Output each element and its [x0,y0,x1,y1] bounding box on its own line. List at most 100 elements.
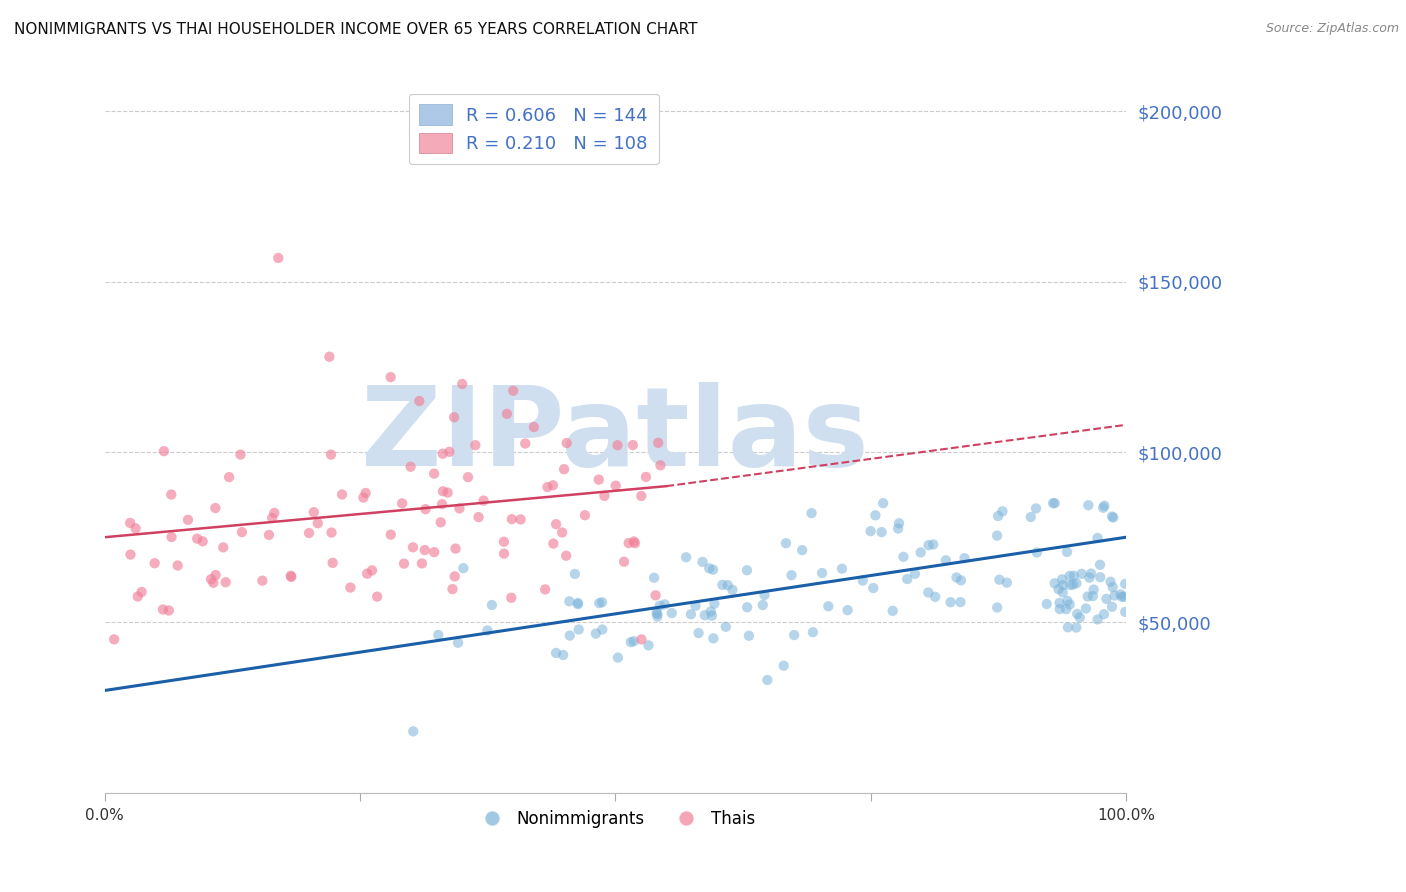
Point [391,496,413,510]
Point [987,509,1010,524]
Point [870,525,893,540]
Point [361,563,384,577]
Point [735,563,758,577]
Point [472,493,495,508]
Point [702,632,724,646]
Point [555,436,578,450]
Point [551,525,574,540]
Point [711,578,734,592]
Point [564,566,586,581]
Point [630,489,652,503]
Point [558,594,581,608]
Point [231,525,253,540]
Point [852,574,875,588]
Point [214,575,236,590]
Point [1019,510,1042,524]
Point [402,541,425,555]
Point [865,508,887,523]
Point [623,534,645,549]
Point [423,467,446,481]
Point [1056,545,1078,559]
Point [429,516,451,530]
Point [492,547,515,561]
Point [700,605,723,619]
Point [427,628,450,642]
Point [186,532,208,546]
Point [1052,585,1074,599]
Point [160,530,183,544]
Point [453,561,475,575]
Point [515,436,537,450]
Point [298,526,321,541]
Point [229,448,252,462]
Point [697,561,720,575]
Point [817,599,839,614]
Point [443,569,465,583]
Point [204,568,226,582]
Point [1057,620,1080,634]
Point [1077,498,1099,512]
Point [949,595,972,609]
Point [685,599,707,613]
Point [591,623,613,637]
Point [775,536,797,550]
Point [1066,607,1088,621]
Point [953,551,976,566]
Point [585,626,607,640]
Point [267,251,290,265]
Point [1101,599,1123,614]
Point [124,521,146,535]
Point [780,568,803,582]
Point [1054,602,1077,616]
Point [477,624,499,638]
Point [1111,590,1133,604]
Point [354,486,377,500]
Point [1069,610,1091,624]
Point [1059,569,1081,583]
Point [280,570,302,584]
Point [1035,597,1057,611]
Point [553,462,575,476]
Point [1102,510,1125,524]
Point [714,620,737,634]
Point [402,724,425,739]
Point [1052,578,1074,592]
Point [1059,598,1081,612]
Point [645,606,668,620]
Point [439,445,461,459]
Point [544,646,567,660]
Point [157,603,180,617]
Point [1109,587,1132,601]
Point [252,574,274,588]
Point [1066,620,1088,634]
Point [143,556,166,570]
Point [352,491,374,505]
Point [1087,612,1109,626]
Point [574,508,596,523]
Point [262,511,284,525]
Point [882,604,904,618]
Point [415,502,437,516]
Point [862,581,884,595]
Point [558,629,581,643]
Point [280,568,302,582]
Point [792,543,814,558]
Point [1049,596,1071,610]
Point [120,516,142,530]
Point [567,596,589,610]
Point [127,590,149,604]
Point [392,557,415,571]
Point [1099,574,1122,589]
Point [620,635,643,649]
Point [904,566,927,581]
Point [443,410,465,425]
Point [1090,570,1112,584]
Point [811,566,834,580]
Point [451,376,474,391]
Point [700,608,723,623]
Point [322,556,344,570]
Point [467,510,489,524]
Point [541,478,564,492]
Point [630,632,652,647]
Point [606,438,628,452]
